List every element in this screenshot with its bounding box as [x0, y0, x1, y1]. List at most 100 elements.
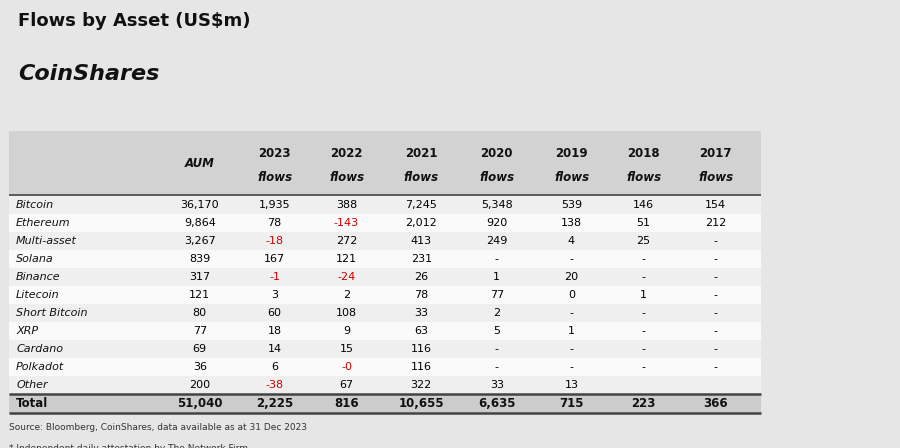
- Text: flows: flows: [256, 171, 292, 184]
- Bar: [9, 131, 760, 195]
- Text: 2: 2: [343, 290, 350, 300]
- Text: 9,864: 9,864: [184, 218, 216, 228]
- Text: 3,267: 3,267: [184, 236, 216, 246]
- Text: 920: 920: [486, 218, 508, 228]
- Text: 77: 77: [193, 326, 207, 336]
- Bar: [9, 395, 760, 413]
- Text: 200: 200: [189, 380, 211, 390]
- Text: 5: 5: [493, 326, 500, 336]
- Text: 839: 839: [189, 254, 211, 264]
- Text: 2,012: 2,012: [405, 218, 437, 228]
- Text: -: -: [714, 308, 717, 318]
- Text: -: -: [714, 272, 717, 282]
- Text: 77: 77: [490, 290, 504, 300]
- Text: 1: 1: [493, 272, 500, 282]
- Text: -: -: [570, 308, 573, 318]
- Text: -: -: [714, 344, 717, 354]
- Text: 2021: 2021: [405, 147, 437, 160]
- Text: 2018: 2018: [627, 147, 660, 160]
- Text: -24: -24: [338, 272, 356, 282]
- Text: -: -: [570, 254, 573, 264]
- Text: 69: 69: [193, 344, 207, 354]
- Text: 20: 20: [564, 272, 579, 282]
- Text: 223: 223: [631, 397, 656, 410]
- Text: -38: -38: [266, 380, 284, 390]
- Text: Cardano: Cardano: [16, 344, 63, 354]
- Text: flows: flows: [698, 171, 733, 184]
- Text: -: -: [570, 344, 573, 354]
- Bar: [9, 376, 760, 395]
- Text: 413: 413: [410, 236, 432, 246]
- Text: 78: 78: [414, 290, 428, 300]
- Text: 116: 116: [410, 362, 432, 372]
- Text: -18: -18: [266, 236, 284, 246]
- Text: 51,040: 51,040: [177, 397, 222, 410]
- Text: Total: Total: [16, 397, 49, 410]
- Text: -: -: [642, 272, 645, 282]
- Text: 14: 14: [267, 344, 282, 354]
- Text: 272: 272: [336, 236, 357, 246]
- Text: 36: 36: [193, 362, 207, 372]
- Text: 2020: 2020: [481, 147, 513, 160]
- Text: 63: 63: [414, 326, 428, 336]
- Text: -: -: [642, 254, 645, 264]
- Text: flows: flows: [328, 171, 364, 184]
- Text: 2017: 2017: [699, 147, 732, 160]
- Text: 167: 167: [264, 254, 285, 264]
- Text: 33: 33: [414, 308, 428, 318]
- Text: 51: 51: [636, 218, 651, 228]
- Text: 108: 108: [336, 308, 357, 318]
- Bar: [9, 286, 760, 304]
- Text: 18: 18: [267, 326, 282, 336]
- Text: 146: 146: [633, 199, 654, 210]
- Text: 715: 715: [559, 397, 584, 410]
- Text: -: -: [714, 326, 717, 336]
- Text: Solana: Solana: [16, 254, 54, 264]
- Text: 25: 25: [636, 236, 651, 246]
- Bar: [9, 214, 760, 232]
- Text: 366: 366: [703, 397, 728, 410]
- Bar: [9, 358, 760, 376]
- Text: 6: 6: [271, 362, 278, 372]
- Text: 2023: 2023: [258, 147, 291, 160]
- Text: -: -: [642, 308, 645, 318]
- Text: 138: 138: [561, 218, 582, 228]
- Text: Source: Bloomberg, CoinShares, data available as at 31 Dec 2023: Source: Bloomberg, CoinShares, data avai…: [9, 423, 307, 432]
- Bar: [9, 340, 760, 358]
- Text: -: -: [714, 290, 717, 300]
- Text: 7,245: 7,245: [405, 199, 437, 210]
- Text: 121: 121: [189, 290, 211, 300]
- Text: 231: 231: [410, 254, 432, 264]
- Text: 0: 0: [568, 290, 575, 300]
- Text: flows: flows: [626, 171, 662, 184]
- Text: 1: 1: [568, 326, 575, 336]
- Text: 2019: 2019: [555, 147, 588, 160]
- Text: -1: -1: [269, 272, 280, 282]
- Text: * Independent daily attestation by The Network Firm: * Independent daily attestation by The N…: [9, 444, 248, 448]
- Text: 5,348: 5,348: [481, 199, 513, 210]
- Text: 317: 317: [189, 272, 211, 282]
- Text: 36,170: 36,170: [181, 199, 219, 210]
- Text: 10,655: 10,655: [399, 397, 444, 410]
- Text: -: -: [570, 362, 573, 372]
- Text: 388: 388: [336, 199, 357, 210]
- Text: XRP: XRP: [16, 326, 39, 336]
- Text: flows: flows: [403, 171, 439, 184]
- Text: Binance: Binance: [16, 272, 61, 282]
- Text: 249: 249: [486, 236, 508, 246]
- Text: 33: 33: [490, 380, 504, 390]
- Text: flows: flows: [554, 171, 590, 184]
- Text: 121: 121: [336, 254, 357, 264]
- Bar: [9, 232, 760, 250]
- Text: -: -: [495, 254, 499, 264]
- Text: -: -: [714, 236, 717, 246]
- Text: -0: -0: [341, 362, 352, 372]
- Text: CoinShares: CoinShares: [18, 65, 159, 85]
- Text: 816: 816: [334, 397, 359, 410]
- Text: 154: 154: [705, 199, 726, 210]
- Text: 2: 2: [493, 308, 500, 318]
- Bar: [9, 304, 760, 322]
- Text: -: -: [495, 362, 499, 372]
- Text: 13: 13: [564, 380, 579, 390]
- Text: 15: 15: [339, 344, 354, 354]
